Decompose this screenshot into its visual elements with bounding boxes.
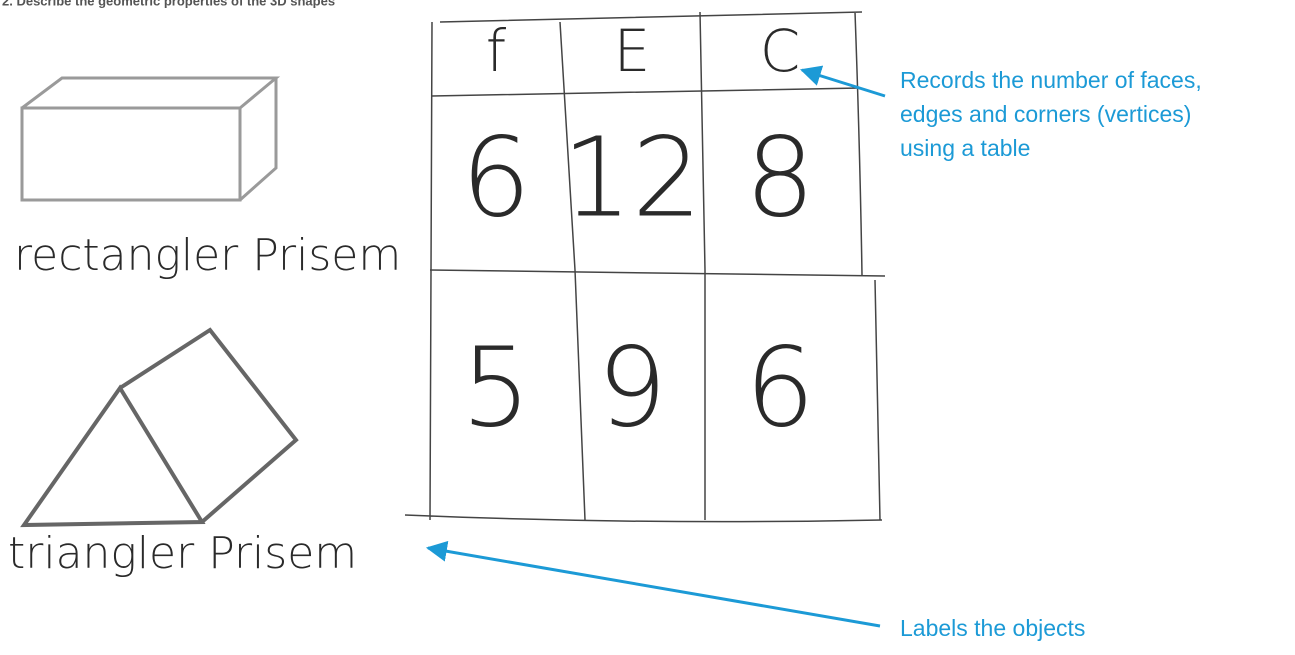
annotation-text: edges and corners (vertices) (900, 101, 1191, 127)
rectangular-prism (20, 76, 281, 202)
table-header: E (614, 17, 651, 85)
annotation-text: using a table (900, 135, 1030, 161)
object-label: triangler Prisem (8, 528, 357, 579)
table-header: C (760, 17, 801, 85)
table-cell: 6 (745, 323, 815, 451)
annotation-arrow (425, 540, 881, 628)
annotation-text: Records the number of faces, (900, 67, 1202, 93)
annotation-arrow (799, 65, 886, 98)
table-cell: 12 (562, 113, 702, 241)
annotation-text: Labels the objects (900, 615, 1085, 641)
table-header: f (486, 17, 507, 85)
table-cell: 8 (745, 113, 815, 241)
annotations: Records the number of faces, edges and co… (900, 67, 1202, 641)
table-cell: 6 (461, 113, 531, 241)
object-label: rectangler Prisem (14, 230, 401, 281)
table-lines (404, 11, 886, 523)
table-cell: 5 (461, 323, 531, 451)
table-cell: 9 (597, 323, 667, 451)
table: f E C6 12 85 9 6 (461, 17, 815, 451)
triangular-prism (20, 327, 299, 528)
question: 2. Describe the geometric properties of … (2, 0, 335, 8)
